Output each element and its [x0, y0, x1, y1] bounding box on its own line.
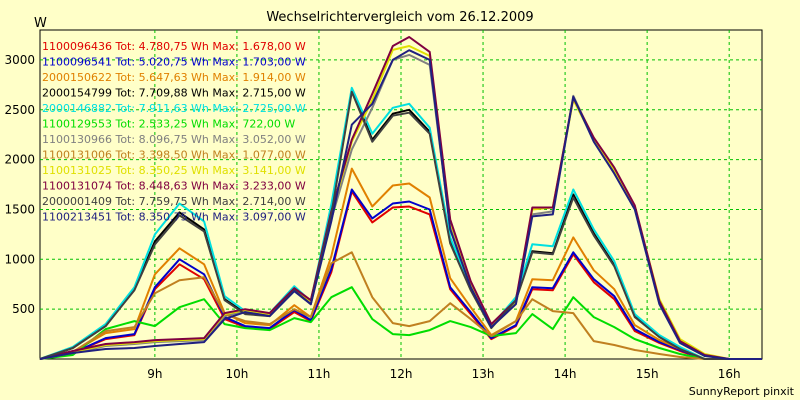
legend-entry: 1100130966 Tot: 8.096,75 Wh Max: 3.052,0… — [42, 133, 306, 146]
y-tick-label: 500 — [12, 302, 35, 316]
legend-entry: 2000146882 Tot: 7.911,63 Wh Max: 2.725,0… — [42, 102, 306, 115]
y-axis-unit: W — [34, 16, 47, 31]
y-tick-label: 1500 — [4, 202, 35, 216]
chart-title: Wechselrichtervergleich vom 26.12.2009 — [266, 10, 534, 25]
x-tick-label: 15h — [636, 367, 659, 381]
y-tick-label: 1000 — [4, 252, 35, 266]
y-tick-label: 2500 — [4, 103, 35, 117]
legend-entry: 1100129553 Tot: 2.533,25 Wh Max: 722,00 … — [42, 118, 295, 131]
x-tick-label: 9h — [147, 367, 162, 381]
series-line — [39, 36, 762, 360]
legend-entry: 2000154799 Tot: 7.709,88 Wh Max: 2.715,0… — [42, 87, 306, 100]
series-lines — [39, 36, 762, 360]
x-tick-label: 13h — [472, 367, 495, 381]
legend-entry: 1100131006 Tot: 3.398,50 Wh Max: 1.077,0… — [42, 149, 306, 162]
legend-entry: 2000150622 Tot: 5.647,63 Wh Max: 1.914,0… — [42, 71, 306, 84]
y-tick-label: 2000 — [4, 153, 35, 167]
legend-entry: 1100131074 Tot: 8.448,63 Wh Max: 3.233,0… — [42, 180, 306, 193]
legend-entry: 2000001409 Tot: 7.759,75 Wh Max: 2.714,0… — [42, 195, 306, 208]
x-tick-label: 12h — [390, 367, 413, 381]
x-tick-label: 11h — [308, 367, 331, 381]
y-axis-ticks: 500 1000 1500 2000 2500 3000 — [4, 53, 35, 316]
series-line — [39, 190, 762, 360]
footer-credit: SunnyReport pinxit — [688, 385, 794, 398]
x-tick-label: 10h — [225, 367, 248, 381]
series-line — [39, 49, 762, 360]
series-line — [39, 251, 762, 360]
legend-entry: 1100131025 Tot: 8.350,25 Wh Max: 3.141,0… — [42, 164, 306, 177]
series-line — [39, 167, 762, 360]
series-line — [39, 188, 762, 360]
legend: 1100096436 Tot: 4.780,75 Wh Max: 1.678,0… — [42, 40, 306, 224]
grid-lines — [40, 30, 762, 359]
y-tick-label: 3000 — [4, 53, 35, 67]
x-axis-ticks: 9h 10h 11h 12h 13h 14h 15h 16h — [147, 367, 740, 381]
series-line — [39, 286, 762, 360]
legend-entry: 1100096436 Tot: 4.780,75 Wh Max: 1.678,0… — [42, 40, 306, 53]
legend-entry: 1100096541 Tot: 5.020,75 Wh Max: 1.703,0… — [42, 56, 306, 69]
series-line — [39, 90, 762, 360]
x-tick-label: 16h — [718, 367, 741, 381]
x-tick-label: 14h — [554, 367, 577, 381]
series-line — [39, 86, 762, 360]
legend-entry: 1100213451 Tot: 8.350,75 Wh Max: 3.097,0… — [42, 211, 306, 224]
